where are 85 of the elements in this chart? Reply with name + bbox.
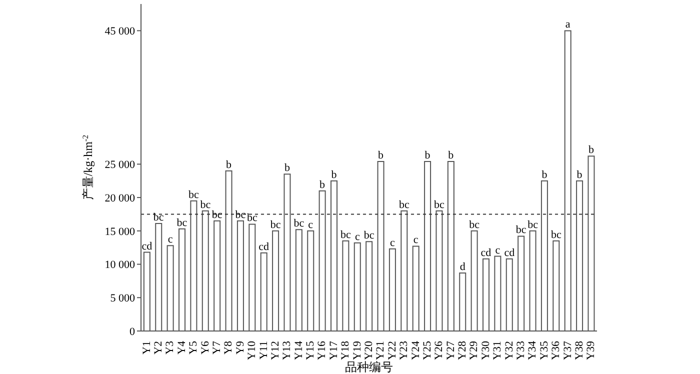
data-label: b [226, 158, 232, 171]
x-tick-label: Y19 [351, 340, 364, 360]
data-label: b [284, 162, 290, 174]
data-label: bc [294, 218, 304, 230]
y-tick-label: 15 000 [104, 226, 136, 238]
x-tick-label: Y21 [374, 341, 387, 360]
x-tick-label: Y29 [468, 340, 480, 360]
x-tick-label: Y11 [258, 341, 270, 360]
data-label: c [308, 218, 314, 231]
data-label: b [320, 178, 326, 191]
x-tick-label: Y37 [562, 340, 574, 360]
data-label: c [495, 244, 500, 256]
data-label: bc [153, 212, 164, 224]
data-label: c [390, 236, 396, 249]
x-tick-label: Y14 [292, 340, 305, 360]
x-tick-label: Y15 [304, 340, 317, 360]
x-tick-label: Y35 [538, 340, 550, 360]
data-label: bc [516, 224, 526, 236]
x-tick-label: Y12 [269, 341, 282, 360]
data-label: cd [258, 240, 270, 253]
data-label: b [588, 144, 594, 156]
data-label: bc [270, 218, 281, 231]
x-tick-label: Y24 [410, 340, 422, 360]
data-label: b [542, 168, 548, 181]
data-label: bc [398, 198, 410, 211]
x-tick-label: Y32 [503, 341, 516, 360]
x-tick-label: Y27 [444, 340, 457, 360]
data-label: c [413, 234, 418, 246]
x-tick-label: Y18 [340, 340, 352, 360]
x-tick-label: Y20 [363, 340, 375, 360]
data-label: bc [246, 212, 258, 224]
x-tick-label: Y22 [386, 341, 398, 360]
x-tick-label: Y34 [526, 340, 539, 360]
x-tick-label: Y5 [188, 340, 200, 354]
x-tick-label: Y16 [316, 340, 328, 360]
y-tick-label: 0 [130, 326, 136, 338]
data-label: bc [176, 216, 188, 229]
y-tick-label: 10 000 [104, 259, 136, 272]
x-tick-label: Y17 [328, 340, 340, 360]
data-label: cd [142, 240, 153, 252]
x-tick-label: Y7 [211, 340, 223, 354]
x-tick-label: Y25 [421, 340, 434, 360]
x-tick-label: Y4 [176, 340, 188, 354]
x-tick-label: Y9 [234, 340, 246, 354]
y-tick-label: 5 000 [110, 292, 136, 305]
x-tick-label: Y13 [281, 340, 294, 360]
x-tick-label: Y1 [140, 341, 153, 354]
data-label: b [576, 168, 583, 181]
data-label: bc [434, 198, 445, 211]
x-tick-label: Y33 [515, 340, 527, 360]
data-label: bc [340, 228, 351, 241]
data-label: bc [364, 230, 374, 242]
x-tick-label: Y26 [433, 340, 446, 360]
data-label: bc [200, 198, 211, 211]
data-label: c [168, 234, 173, 246]
data-label: bc [528, 218, 538, 231]
x-tick-label: Y23 [398, 340, 410, 360]
data-label: cd [504, 246, 516, 259]
x-tick-label: Y2 [152, 341, 165, 354]
x-axis-title: 品种编号 [345, 360, 393, 374]
y-tick-label: 20 000 [104, 192, 136, 204]
data-label: a [565, 18, 570, 31]
data-label: b [448, 149, 454, 162]
x-tick-label: Y36 [550, 340, 562, 360]
x-tick-label: Y10 [246, 340, 258, 360]
x-tick-label: Y28 [456, 340, 469, 360]
data-label: bc [235, 208, 246, 221]
x-tick-label: Y31 [492, 341, 504, 360]
x-tick-label: Y6 [199, 340, 212, 354]
x-tick-label: Y38 [573, 340, 586, 360]
data-label: cd [480, 246, 492, 259]
data-label: b [331, 168, 338, 181]
x-tick-label: Y30 [480, 340, 492, 360]
data-label: bc [188, 188, 199, 201]
x-tick-label: Y3 [164, 340, 176, 354]
x-tick-label: Y39 [585, 340, 598, 360]
data-label: bc [550, 228, 562, 241]
data-label: b [378, 149, 384, 162]
data-label: bc [469, 218, 480, 231]
x-tick-label: Y8 [222, 340, 235, 354]
y-tick-label: 45 000 [104, 26, 136, 38]
data-label: b [424, 149, 431, 162]
data-label: c [354, 230, 360, 243]
data-label: d [460, 260, 466, 273]
y-tick-label: 25 000 [104, 159, 136, 172]
